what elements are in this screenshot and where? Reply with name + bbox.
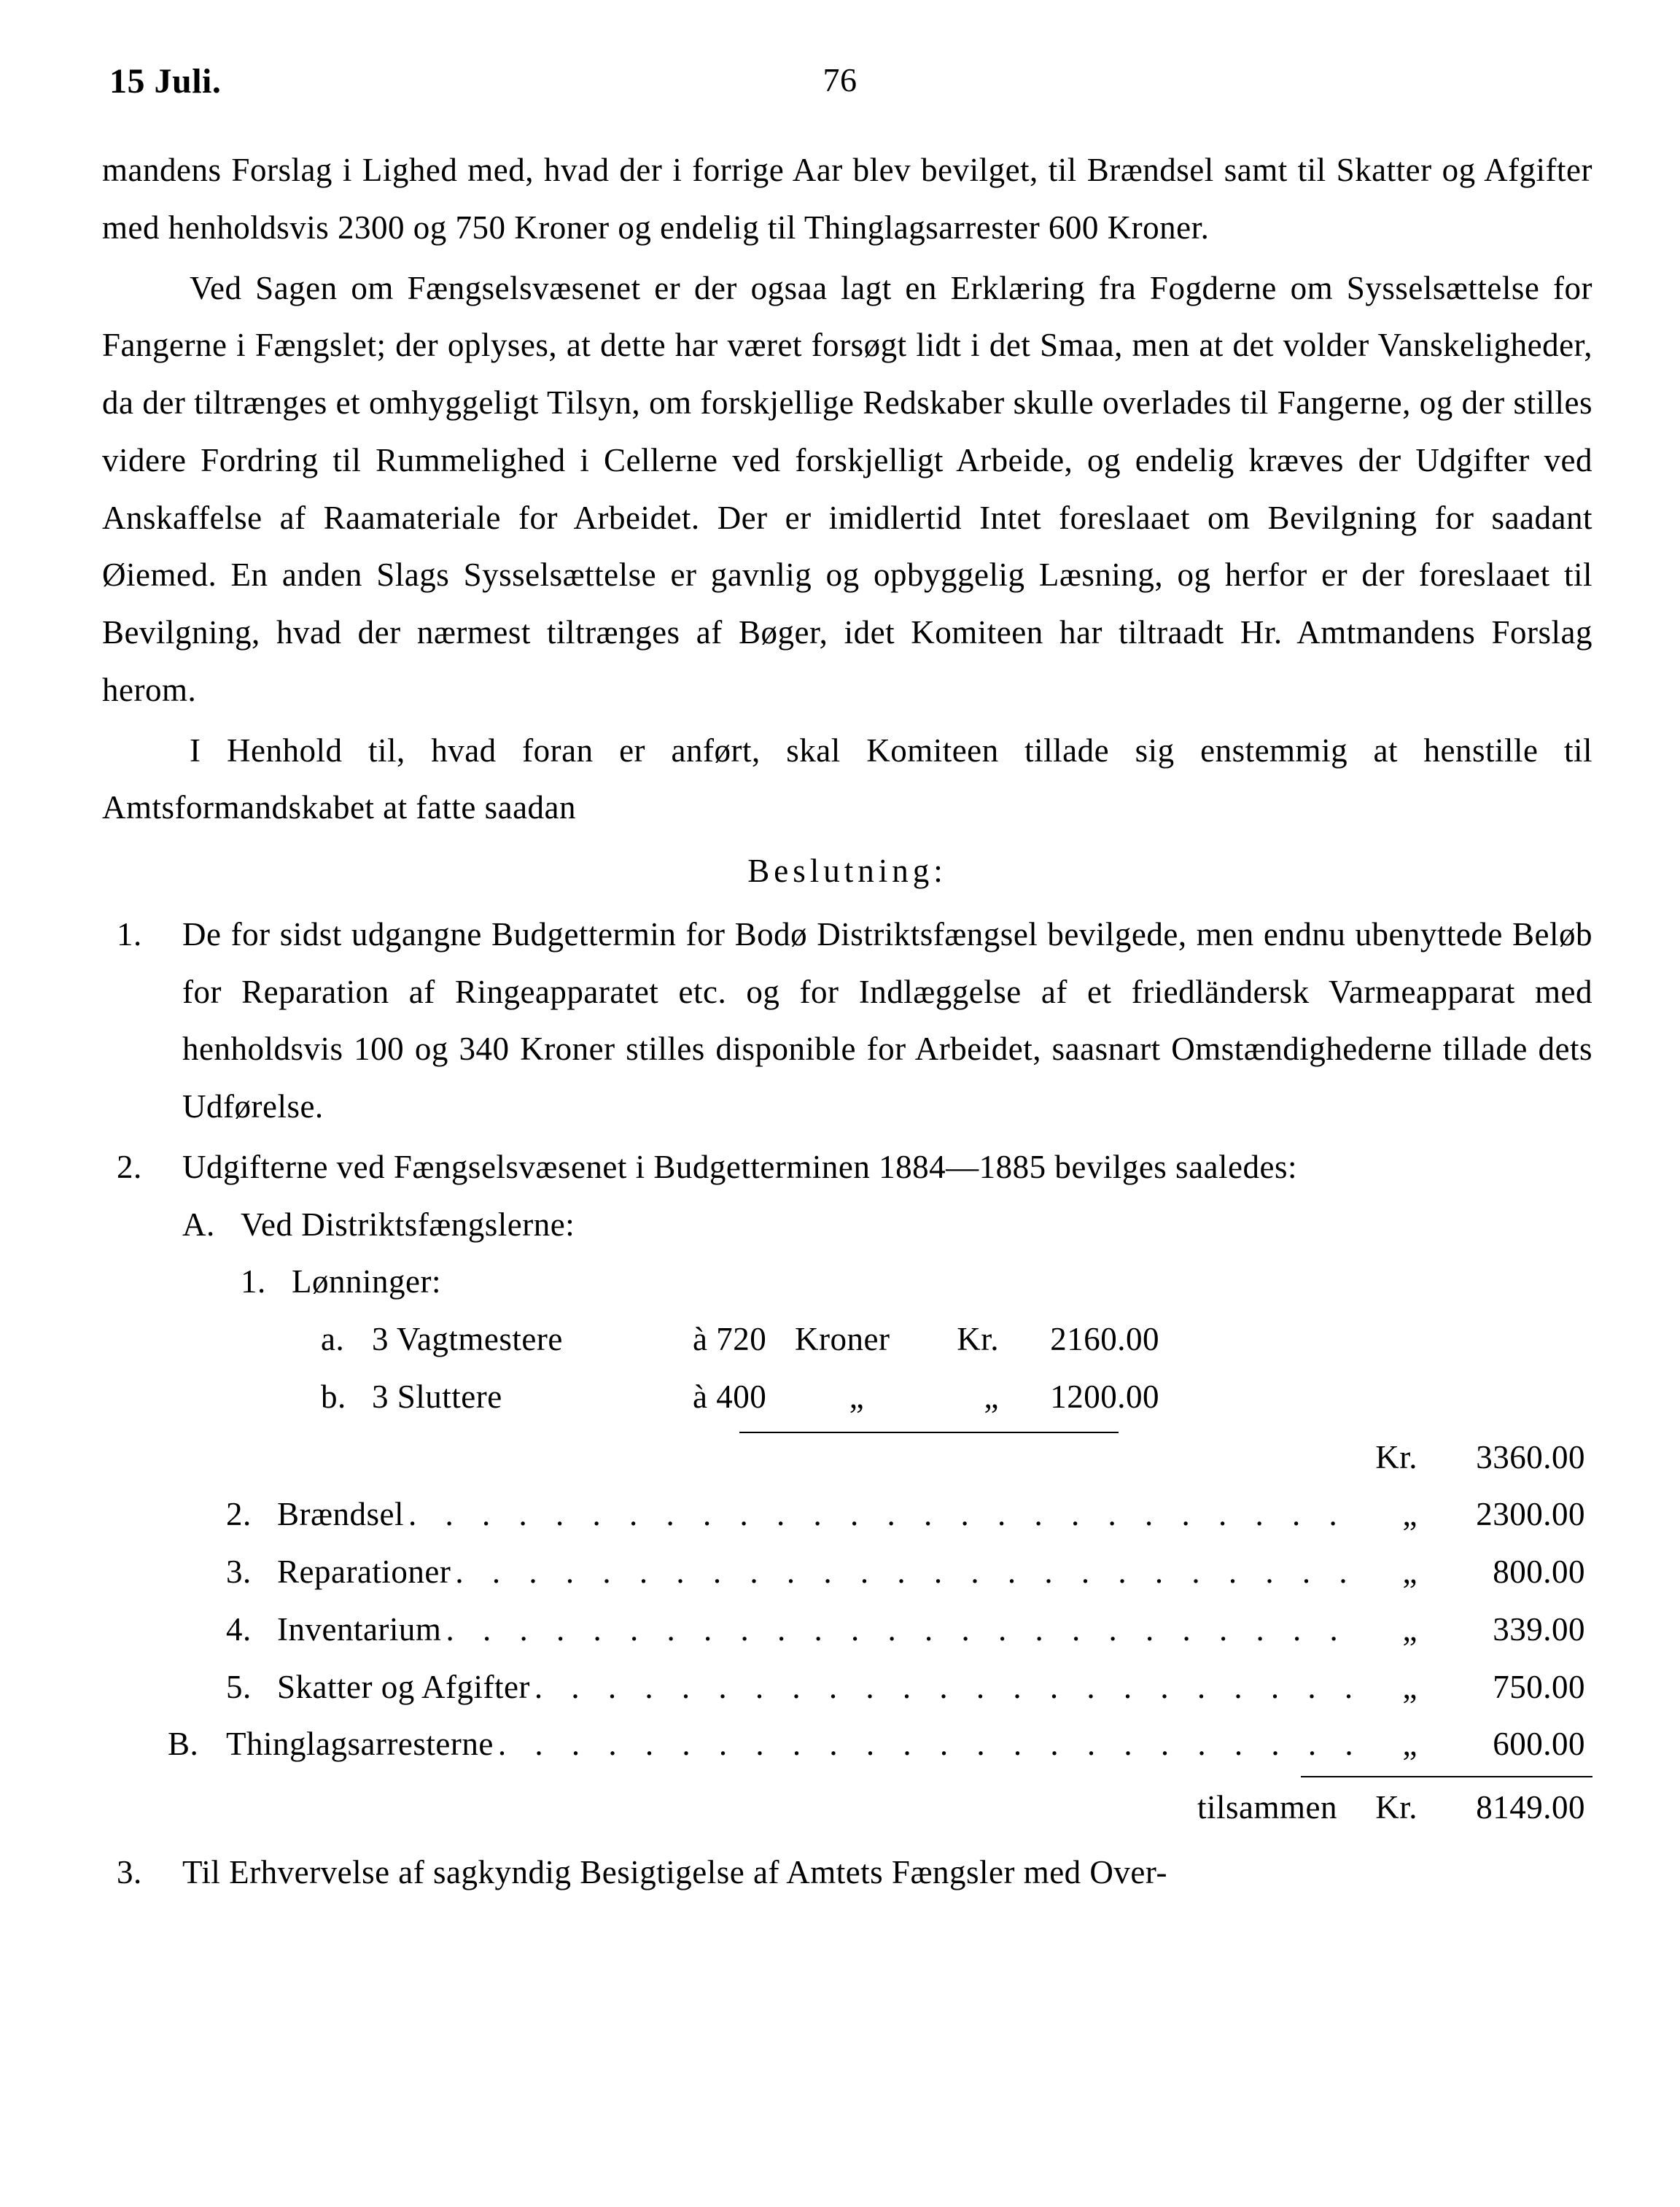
item-body: Til Erhvervelse af sagkyndig Besigtigels… [182, 1844, 1592, 1901]
sub-number: 3. [226, 1543, 277, 1601]
currency: „ [1352, 1659, 1418, 1716]
header-date: 15 Juli. [109, 51, 221, 112]
currency: „ [1352, 1601, 1418, 1659]
section-body: Ved Distriktsfængslerne: 1. Lønninger: a… [241, 1196, 1592, 1426]
section-A-title: Ved Distriktsfængslerne: [241, 1196, 1592, 1254]
rule-total [1301, 1776, 1592, 1777]
amount: 600.00 [1418, 1715, 1592, 1773]
item-body: De for sidst udgangne Budgettermin for B… [182, 906, 1592, 1136]
budget-A5: 5. Skatter og Afgifter . . . . . . . . .… [102, 1659, 1592, 1716]
item-number: 3. [102, 1844, 182, 1901]
section-label: B. [168, 1715, 226, 1773]
sub-number: 4. [226, 1601, 277, 1659]
page-header: 15 Juli. 76 . [102, 51, 1592, 112]
resolution-item-3: 3. Til Erhvervelse af sagkyndig Besigtig… [102, 1844, 1592, 1901]
wage-rate: à 720 [693, 1311, 795, 1368]
wage-line-b: b. 3 Sluttere à 400 „ „ 1200.00 [292, 1368, 1592, 1426]
amount: 800.00 [1418, 1543, 1592, 1601]
currency: „ [1352, 1715, 1418, 1773]
budget-A4: 4. Inventarium . . . . . . . . . . . . .… [102, 1601, 1592, 1659]
amount: 2300.00 [1418, 1486, 1592, 1543]
currency: „ [919, 1368, 999, 1426]
leader-dots: . . . . . . . . . . . . . . . . . . . . … [530, 1659, 1352, 1716]
budget-A3: 3. Reparationer . . . . . . . . . . . . … [102, 1543, 1592, 1601]
budget-label: Brændsel [277, 1486, 404, 1543]
sub-body: Lønninger: a. 3 Vagtmestere à 720 Kroner… [292, 1253, 1592, 1425]
item-number: 2. [102, 1139, 182, 1426]
budget-label: Skatter og Afgifter [277, 1659, 530, 1716]
amount: 3360.00 [1418, 1429, 1592, 1486]
page: 15 Juli. 76 . mandens Forslag i Lighed m… [0, 0, 1680, 2207]
wage-desc: 3 Sluttere [372, 1368, 693, 1426]
wage-line-a: a. 3 Vagtmestere à 720 Kroner Kr. 2160.0… [292, 1311, 1592, 1368]
rule-inner [739, 1432, 1119, 1433]
paragraph-3: I Henhold til, hvad foran er anført, ska… [102, 722, 1592, 837]
letter: b. [321, 1368, 372, 1426]
paragraph-1: mandens Forslag i Lighed med, hvad der i… [102, 141, 1592, 257]
letter: a. [321, 1311, 372, 1368]
amount: 1200.00 [999, 1368, 1159, 1426]
leader-dots: . . . . . . . . . . . . . . . . . . . . … [441, 1601, 1352, 1659]
subtotal-row-A1: Kr. 3360.00 [102, 1429, 1592, 1486]
sub-number: 2. [226, 1486, 277, 1543]
currency: „ [1352, 1543, 1418, 1601]
section-label: A. [182, 1196, 241, 1426]
currency: Kr. [1352, 1429, 1418, 1486]
budget-A2: 2. Brændsel . . . . . . . . . . . . . . … [102, 1486, 1592, 1543]
item-number: 1. [102, 906, 182, 1136]
wage-unit: Kroner [795, 1311, 919, 1368]
budget-B: B. Thinglagsarresterne . . . . . . . . .… [102, 1715, 1592, 1773]
amount: 339.00 [1418, 1601, 1592, 1659]
A1-title: Lønninger: [292, 1253, 1592, 1311]
budget-label: Thinglagsarresterne [226, 1715, 494, 1773]
leader-dots: . . . . . . . . . . . . . . . . . . . . … [494, 1715, 1352, 1773]
wage-desc: 3 Vagtmestere [372, 1311, 693, 1368]
wage-rate: à 400 [693, 1368, 795, 1426]
grand-total-row: tilsammen Kr. 8149.00 [102, 1779, 1592, 1836]
item-A1: 1. Lønninger: a. 3 Vagtmestere à 720 Kro… [241, 1253, 1592, 1425]
item-2-intro: Udgifterne ved Fængselsvæsenet i Budgett… [182, 1139, 1592, 1196]
sub-number: 5. [226, 1659, 277, 1716]
wage-unit: „ [795, 1368, 919, 1426]
resolution-item-2: 2. Udgifterne ved Fængselsvæsenet i Budg… [102, 1139, 1592, 1426]
amount: 8149.00 [1418, 1779, 1592, 1836]
budget-label: Reparationer [277, 1543, 451, 1601]
paragraph-2: Ved Sagen om Fængselsvæsenet er der ogsa… [102, 260, 1592, 719]
total-label: tilsammen [1197, 1779, 1352, 1836]
sub-number: 1. [241, 1253, 292, 1425]
resolution-heading: Beslutning: [102, 842, 1592, 900]
budget-label: Inventarium [277, 1601, 441, 1659]
amount: 750.00 [1418, 1659, 1592, 1716]
amount: 2160.00 [999, 1311, 1159, 1368]
currency: „ [1352, 1486, 1418, 1543]
currency: Kr. [919, 1311, 999, 1368]
item-body: Udgifterne ved Fængselsvæsenet i Budgett… [182, 1139, 1592, 1426]
page-number: 76 [823, 51, 858, 110]
resolution-item-1: 1. De for sidst udgangne Budgettermin fo… [102, 906, 1592, 1136]
leader-dots: . . . . . . . . . . . . . . . . . . . . … [404, 1486, 1352, 1543]
section-A: A. Ved Distriktsfængslerne: 1. Lønninger… [182, 1196, 1592, 1426]
currency: Kr. [1352, 1779, 1418, 1836]
leader-dots: . . . . . . . . . . . . . . . . . . . . … [451, 1543, 1352, 1601]
